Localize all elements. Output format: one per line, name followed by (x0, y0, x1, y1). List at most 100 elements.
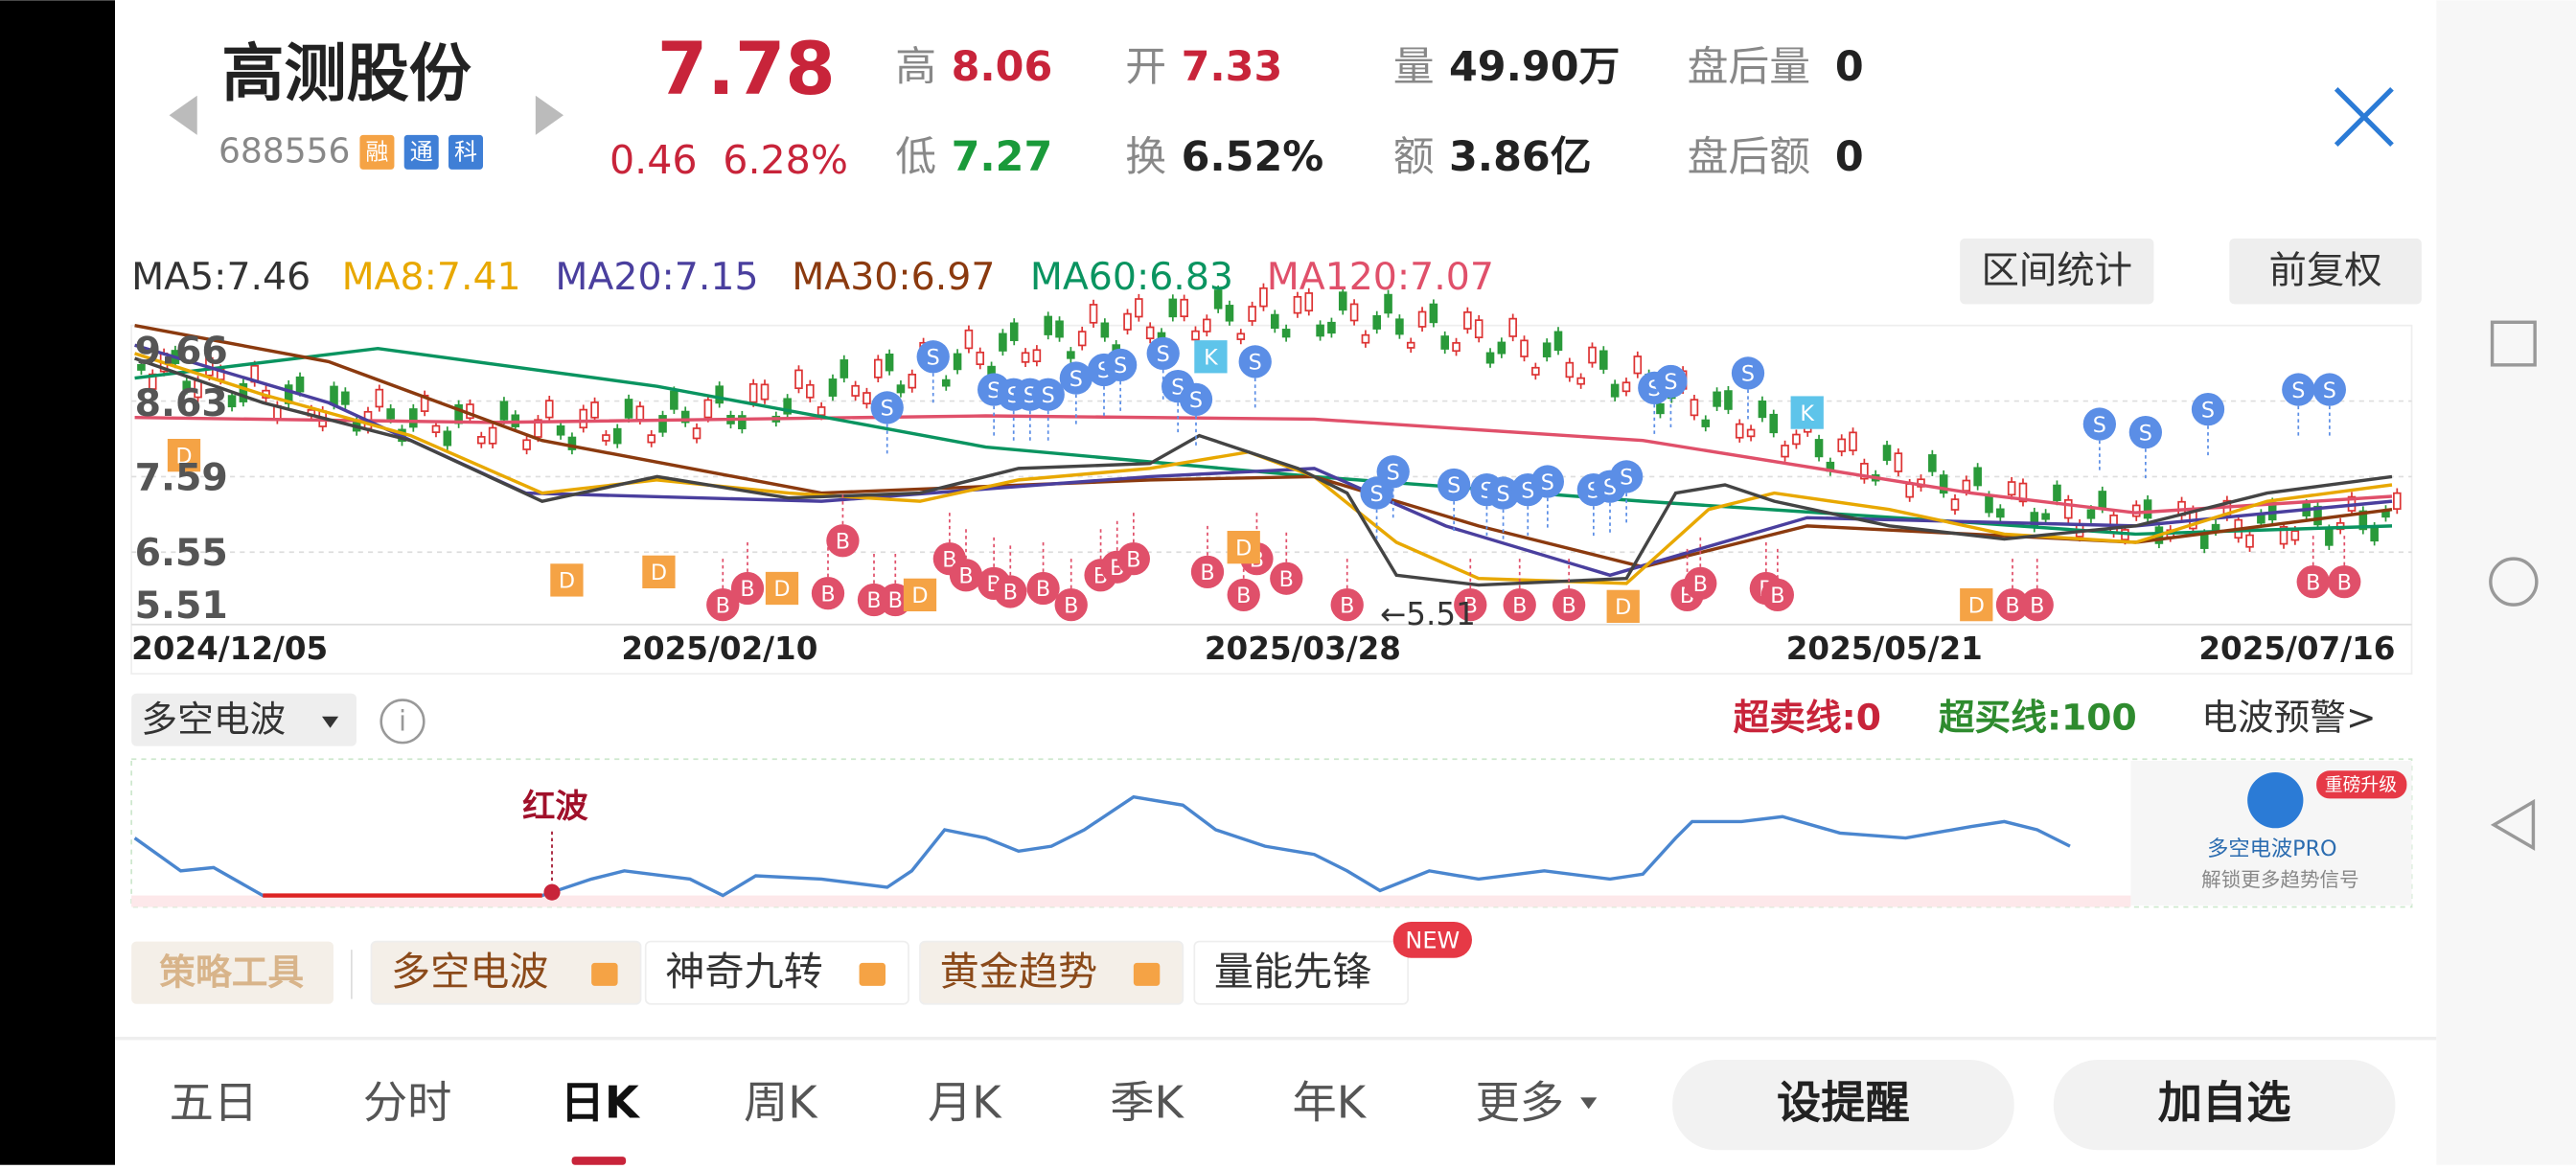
tool-button[interactable] (644, 940, 909, 1005)
marker[interactable] (1116, 542, 1150, 576)
marker[interactable] (826, 524, 860, 558)
marker[interactable] (1684, 566, 1717, 600)
marker[interactable] (949, 559, 983, 592)
marker[interactable] (1179, 382, 1213, 416)
tab[interactable]: 更多 (1475, 1077, 1564, 1129)
tab[interactable]: 分时 (363, 1077, 452, 1129)
nav-home[interactable] (2489, 557, 2539, 607)
tab[interactable]: 五日 (170, 1077, 259, 1129)
tab[interactable]: 季K (1110, 1077, 1184, 1129)
watch-button[interactable] (2053, 1060, 2396, 1151)
marker[interactable] (706, 588, 740, 622)
candle (2290, 530, 2300, 541)
marker[interactable] (1654, 364, 1688, 399)
candle (1497, 341, 1506, 355)
marker[interactable] (1190, 555, 1225, 588)
marker[interactable] (1606, 589, 1640, 623)
marker[interactable] (1610, 460, 1644, 493)
marker[interactable] (1146, 336, 1180, 370)
stat-value: 7.27 (952, 133, 1053, 181)
chart-button[interactable] (2229, 238, 2422, 305)
alert[interactable]: 电波预警> (2201, 697, 2376, 739)
marker[interactable] (903, 578, 937, 611)
marker[interactable] (2282, 373, 2315, 406)
info-icon[interactable] (380, 699, 426, 745)
marker[interactable] (1438, 468, 1471, 502)
marker[interactable] (811, 577, 845, 610)
candle (1769, 413, 1779, 434)
marker[interactable] (2312, 373, 2346, 406)
marker[interactable] (2128, 416, 2162, 449)
marker[interactable] (1360, 476, 1393, 510)
x-label: 2025/07/16 (2198, 630, 2395, 667)
tab[interactable]: 周K (744, 1077, 818, 1129)
candle (1271, 313, 1279, 330)
tab[interactable]: 年K (1293, 1077, 1368, 1129)
marker[interactable] (1995, 588, 2030, 622)
marker-letter: D (1968, 593, 1985, 618)
marker[interactable] (1227, 578, 1260, 611)
tab[interactable]: 月K (928, 1077, 1002, 1129)
marker[interactable] (1026, 571, 1060, 606)
candle (1077, 331, 1087, 347)
marker[interactable] (642, 555, 676, 588)
remind-button[interactable] (1672, 1060, 2014, 1151)
chart-button-label: 区间统计 (1981, 248, 2132, 292)
next-stock[interactable] (535, 95, 564, 135)
marker[interactable] (2191, 393, 2225, 426)
marker[interactable] (1054, 588, 1088, 622)
candle (2393, 492, 2402, 510)
marker[interactable] (870, 391, 904, 424)
candle (1531, 366, 1540, 376)
marker[interactable] (1454, 588, 1487, 622)
candle (443, 430, 452, 447)
marker[interactable] (2296, 565, 2330, 599)
marker[interactable] (1731, 356, 1765, 390)
marker[interactable] (1760, 578, 1794, 611)
marker[interactable] (1503, 588, 1536, 622)
marker[interactable] (2082, 407, 2116, 441)
prev-stock[interactable] (169, 95, 197, 135)
marker[interactable] (1104, 348, 1138, 381)
tool-button[interactable] (1193, 940, 1409, 1005)
nav-recent[interactable] (2490, 320, 2537, 367)
tool-button[interactable] (919, 940, 1184, 1005)
marker[interactable] (1960, 588, 1993, 622)
tool-button[interactable] (370, 940, 642, 1005)
nav-back[interactable] (2490, 798, 2536, 851)
marker[interactable] (994, 575, 1027, 608)
close[interactable] (2334, 87, 2394, 147)
marker[interactable] (1330, 588, 1364, 622)
candle (590, 401, 599, 419)
candle (1463, 310, 1472, 330)
marker[interactable] (1530, 465, 1564, 498)
marker[interactable] (1552, 588, 1586, 622)
marker[interactable] (2020, 588, 2054, 622)
marker[interactable] (1059, 361, 1092, 395)
marker[interactable] (1790, 396, 1824, 429)
candle (760, 383, 770, 401)
marker[interactable] (1227, 531, 1260, 564)
candle (182, 380, 192, 391)
candle (1225, 305, 1234, 322)
marker[interactable] (1486, 476, 1520, 510)
tab[interactable]: 日K (561, 1077, 641, 1129)
marker[interactable] (730, 571, 765, 606)
chart-button[interactable] (1960, 238, 2154, 305)
marker[interactable] (2328, 565, 2361, 599)
marker-letter: D (911, 584, 928, 608)
marker[interactable] (1031, 378, 1065, 411)
candle (2098, 491, 2107, 510)
indicator-select[interactable] (131, 693, 356, 746)
ma5-line (134, 356, 2393, 587)
marker-letter: S (987, 378, 1000, 403)
marker[interactable] (1270, 562, 1303, 595)
marker[interactable] (167, 439, 201, 472)
marker[interactable] (1238, 345, 1272, 378)
candle (1996, 508, 2005, 518)
marker[interactable] (550, 563, 584, 597)
marker[interactable] (916, 340, 950, 374)
marker[interactable] (765, 571, 799, 606)
marker[interactable] (1194, 340, 1228, 374)
